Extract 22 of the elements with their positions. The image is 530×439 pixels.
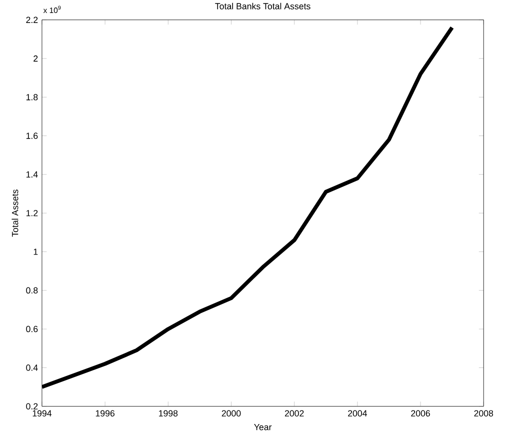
x-tick-label: 2008 [474,410,494,416]
x-tick-label: 1994 [32,410,52,416]
x-tick-label: 1998 [159,410,178,416]
y-tick-label: 0.4 [26,364,38,371]
y-tick-label: 1.8 [26,94,38,100]
x-tick-label: 2004 [348,410,367,416]
x-tick-label: 2000 [222,410,241,416]
y-tick-label: 0.2 [26,402,38,410]
chart-title: Total Banks Total Assets [215,2,310,10]
x-tick-label: 2002 [284,410,304,416]
x-tick-label: 1996 [96,410,114,416]
y-tick-label: 1 [34,248,38,255]
y-tick-label: 2.2 [26,16,38,23]
y-tick-label: 0.8 [26,287,38,294]
y-tick-label: 1.4 [26,171,38,178]
y-tick-label: 2 [34,55,38,62]
y-tick-label: 1.6 [26,132,38,139]
x-tick-label: 2006 [411,410,430,416]
y-tick-label: 0.6 [26,326,38,332]
y-tick-label: 1.2 [26,210,38,216]
y-axis-title: Total Assets [12,189,18,236]
x-axis-title: Year [254,424,272,430]
